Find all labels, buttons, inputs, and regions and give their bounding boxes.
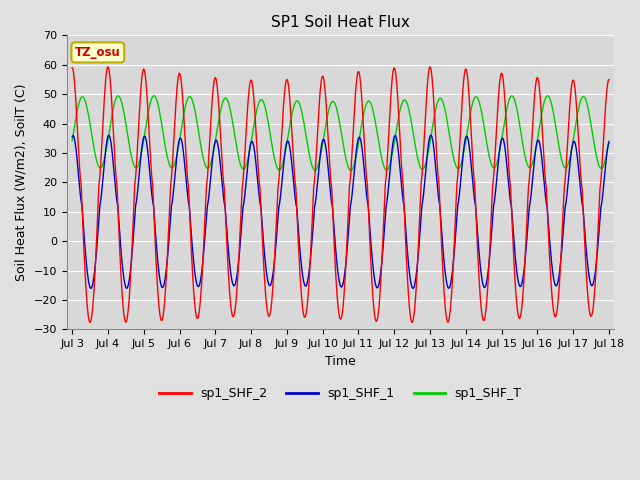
Title: SP1 Soil Heat Flux: SP1 Soil Heat Flux xyxy=(271,15,410,30)
Legend: sp1_SHF_2, sp1_SHF_1, sp1_SHF_T: sp1_SHF_2, sp1_SHF_1, sp1_SHF_T xyxy=(154,383,527,406)
X-axis label: Time: Time xyxy=(325,355,356,368)
Y-axis label: Soil Heat Flux (W/m2), SoilT (C): Soil Heat Flux (W/m2), SoilT (C) xyxy=(15,84,28,281)
Text: TZ_osu: TZ_osu xyxy=(75,46,121,59)
